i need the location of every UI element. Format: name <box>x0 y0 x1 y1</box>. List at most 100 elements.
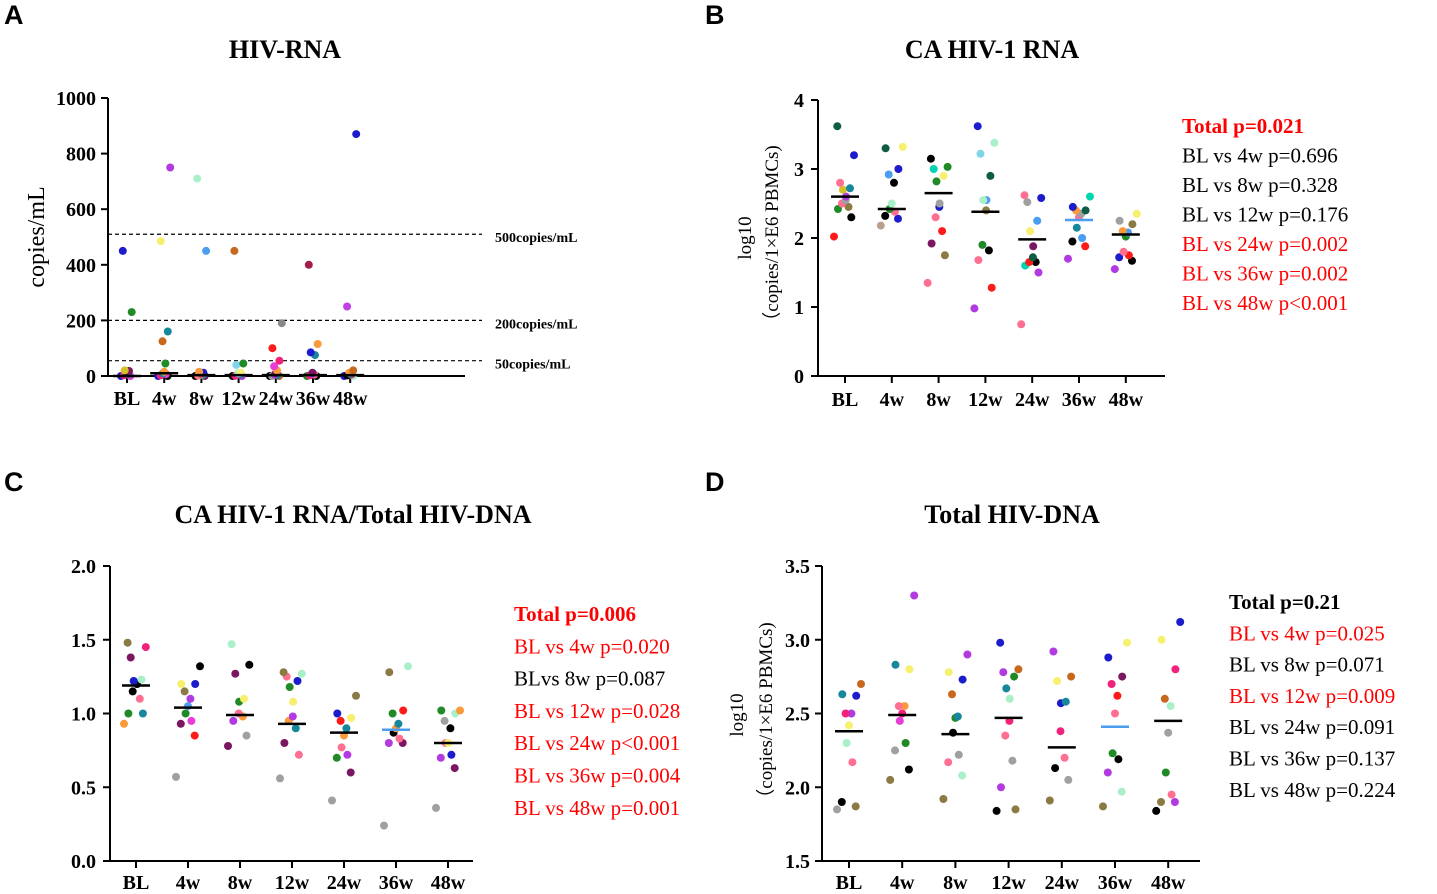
panel-c-data-point <box>385 668 394 677</box>
panel-b-p-value: BL vs 12w p=0.176 <box>1182 203 1348 227</box>
panel-c-data-point <box>285 683 294 691</box>
panel-c-data-point <box>446 724 455 733</box>
panel-b-data-point <box>974 256 983 265</box>
panel-d-data-point <box>1107 680 1116 688</box>
panel-d-data-point <box>1014 665 1023 674</box>
panel-c-data-point <box>332 753 341 762</box>
panel-c-data-point <box>450 764 459 773</box>
panel-c-data-point <box>343 750 352 759</box>
panel-b-data-point <box>984 246 993 255</box>
panel-d-data-point <box>1113 691 1122 700</box>
panel-c-data-point <box>172 772 180 781</box>
panel-c-data-point <box>245 660 254 669</box>
panel-b-data-point <box>1132 209 1141 218</box>
panel-d-y-axis-label-line1: log10 <box>727 693 748 736</box>
panel-d-p-value: BL vs 12w p=0.009 <box>1229 684 1395 708</box>
panel-b-data-point <box>939 171 948 180</box>
panel-d-data-point <box>999 668 1008 677</box>
panel-c-data-point <box>123 638 132 647</box>
panel-d-x-tick-label: BL <box>836 872 863 894</box>
panel-a-data-point <box>158 337 167 346</box>
panel-d-data-point <box>847 709 856 718</box>
panel-b-data-point <box>1118 227 1127 236</box>
panel-b-data-point <box>881 211 890 220</box>
panel-a-data-points <box>113 130 365 380</box>
panel-a-data-point <box>195 367 204 376</box>
panel-b-x-tick-label: 8w <box>926 389 951 411</box>
panel-c-y-ticks: 0.0 0.5 1.0 1.5 2.0 <box>71 556 110 873</box>
panel-d-data-point <box>1103 768 1112 777</box>
panel-a-x-tick-label: 48w <box>333 388 368 410</box>
panel-a-ref-label-50: 50copies/mL <box>495 358 570 373</box>
panel-c-data-point <box>240 694 248 703</box>
panel-d-data-point <box>1176 618 1185 626</box>
panel-c-data-point <box>399 706 408 715</box>
panel-b-data-point <box>1078 234 1087 242</box>
panel-a-x-tick-label: BL <box>114 388 141 410</box>
panel-d-data-point <box>1166 702 1175 711</box>
panel-a-ref-label-200: 200copies/mL <box>495 317 577 332</box>
panel-c-y-tick-label: 0.0 <box>71 851 96 873</box>
panel-d-data-point <box>1161 768 1170 777</box>
panel-b-y-tick-label: 0 <box>794 366 804 388</box>
panel-c-data-point <box>227 640 236 649</box>
panel-d-data-point <box>1117 787 1126 796</box>
panel-a-data-point <box>118 246 127 255</box>
panel-b-data-point <box>833 122 842 131</box>
panel-c-data-point <box>395 734 404 743</box>
panel-b-data-point <box>979 196 988 205</box>
panel-a-data-point <box>277 319 286 328</box>
panel-b-data-point <box>970 304 979 313</box>
panel-c-data-point <box>288 712 297 721</box>
panel-b-data-point <box>1033 216 1042 225</box>
panel-d-y-axis-label-line2: （copies/1×E6 PBMCs) <box>755 622 777 807</box>
panel-a-x-tick-label: 36w <box>296 388 331 410</box>
panel-c-y-tick-label: 2.0 <box>71 556 96 578</box>
panel-b-data-point <box>847 213 856 222</box>
panel-d-data-point <box>898 709 907 718</box>
panel-b-data-point <box>943 162 952 171</box>
panel-a-data-point <box>349 366 358 375</box>
panel-c-x-tick-label: 24w <box>327 872 362 894</box>
panel-d-x-tick-label: 24w <box>1045 872 1080 894</box>
panel-d-data-point <box>1104 653 1113 662</box>
panel-b-p-value: BL vs 36w p=0.002 <box>1182 262 1348 286</box>
panel-d-p-value: BL vs 8w p=0.071 <box>1229 653 1385 677</box>
panel-d-data-point <box>1060 753 1069 762</box>
panel-c-y-tick-label: 1.5 <box>71 630 96 652</box>
panel-d-data-point <box>1056 727 1065 736</box>
panel-a-x-tick-label: 8w <box>189 388 214 410</box>
panel-d-data-point <box>852 691 861 700</box>
panel-d-data-point <box>891 746 899 755</box>
panel-c-data-point <box>297 669 306 678</box>
panel-c-data-point <box>176 719 185 728</box>
panel-b-data-point <box>938 227 947 236</box>
panel-d-data-point <box>838 690 847 699</box>
panel-a-data-point <box>270 362 279 371</box>
panel-a-y-tick-label: 600 <box>66 199 96 221</box>
panel-c-data-point <box>187 716 196 725</box>
panel-a-y-tick-label: 400 <box>66 255 96 277</box>
panel-c-data-point <box>380 821 388 830</box>
panel-b-data-point <box>846 184 854 193</box>
panel-b-y-tick-label: 4 <box>794 90 804 112</box>
panel-c-y-tick-label: 1.0 <box>71 704 96 726</box>
panel-d-data-point <box>948 690 956 699</box>
panel-d-data-point <box>992 806 1001 815</box>
panel-c-data-point <box>124 709 133 718</box>
panel-a-data-point <box>193 174 202 183</box>
panel-c-data-point <box>293 677 302 685</box>
panel-d-data-point <box>1118 672 1127 681</box>
panel-c-data-point <box>388 709 397 718</box>
panel-b-p-value: BL vs 48w p<0.001 <box>1182 291 1348 315</box>
panel-c-data-point <box>137 675 146 684</box>
panel-d-data-point <box>1053 677 1062 685</box>
panel-b-p-value: Total p=0.021 <box>1182 114 1304 138</box>
panel-c-data-point <box>352 691 360 700</box>
panel-d-y-ticks: 1.5 2.0 2.5 3.0 3.5 <box>785 556 822 873</box>
panel-c-data-point <box>337 743 346 752</box>
panel-c: C CA HIV-1 RNA/Total HIV-DNA 0.0 0.5 1.0… <box>4 467 681 894</box>
panel-b-data-point <box>982 206 991 215</box>
panel-c-y-tick-label: 0.5 <box>71 777 96 799</box>
panel-b-data-point <box>1023 198 1032 207</box>
